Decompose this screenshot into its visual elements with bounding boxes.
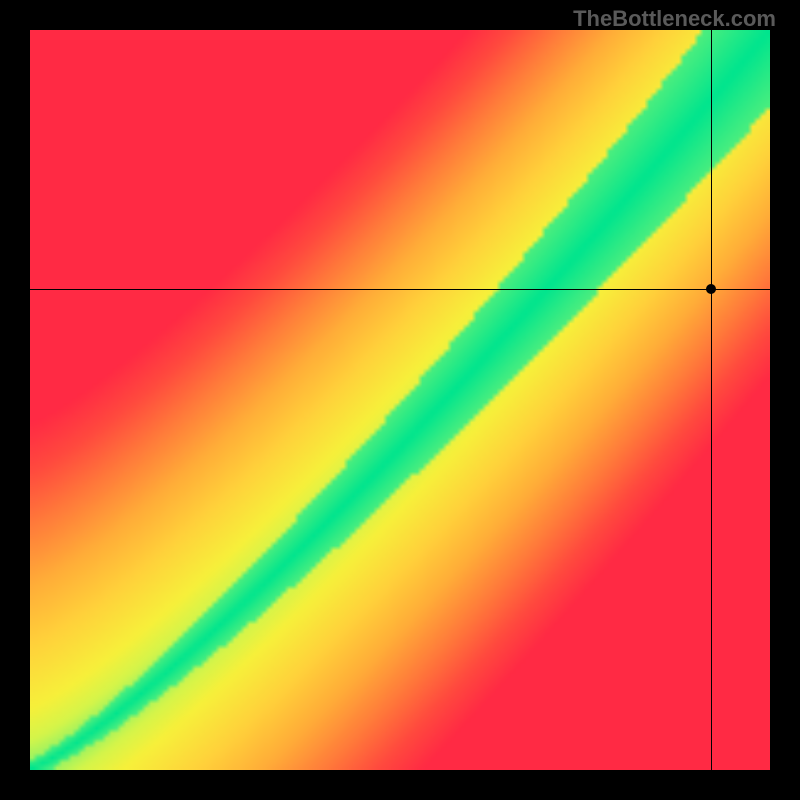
crosshair-horizontal-line [30,289,770,290]
bottleneck-heatmap [30,30,770,770]
plot-area [30,30,770,770]
crosshair-marker-dot [706,284,716,294]
watermark-text: TheBottleneck.com [573,6,776,32]
crosshair-vertical-line [711,30,712,770]
